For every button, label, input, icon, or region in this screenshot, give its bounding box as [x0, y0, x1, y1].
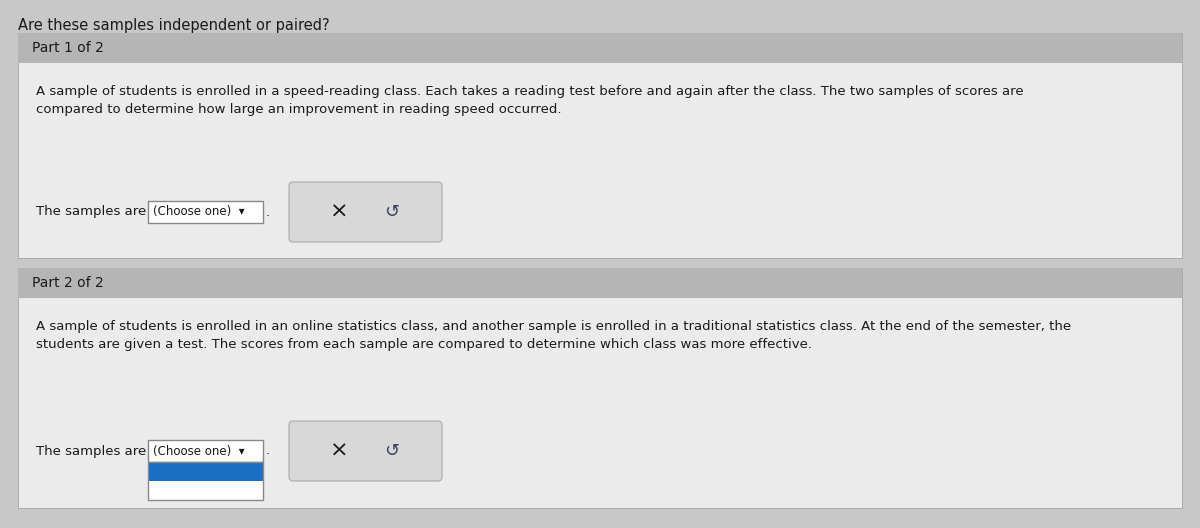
Bar	[18, 268, 1182, 508]
Bar	[18, 268, 1182, 298]
FancyBboxPatch shape	[289, 421, 442, 481]
Text: (Choose one)  ▾: (Choose one) ▾	[154, 445, 245, 457]
Text: ↺: ↺	[384, 203, 400, 221]
Text: A sample of students is enrolled in a speed-reading class. Each takes a reading : A sample of students is enrolled in a sp…	[36, 85, 1024, 98]
Text: compared to determine how large an improvement in reading speed occurred.: compared to determine how large an impro…	[36, 103, 562, 116]
FancyBboxPatch shape	[289, 182, 442, 242]
Text: ×: ×	[330, 441, 349, 461]
Text: Part 2 of 2: Part 2 of 2	[32, 276, 103, 290]
Text: The samples are: The samples are	[36, 205, 146, 219]
Text: Are these samples independent or paired?: Are these samples independent or paired?	[18, 18, 330, 33]
Bar	[148, 462, 263, 481]
Bar	[18, 33, 1182, 258]
Text: .: .	[266, 205, 270, 219]
Text: paired: paired	[154, 484, 191, 497]
Bar	[148, 201, 263, 223]
Text: A sample of students is enrolled in an online statistics class, and another samp: A sample of students is enrolled in an o…	[36, 320, 1072, 333]
Bar	[18, 33, 1182, 63]
Text: ×: ×	[330, 202, 349, 222]
Bar	[148, 440, 263, 462]
Text: (Choose one)  ▾: (Choose one) ▾	[154, 205, 245, 219]
Text: ↺: ↺	[384, 442, 400, 460]
Bar	[148, 481, 263, 500]
Bar	[148, 462, 263, 500]
Text: students are given a test. The scores from each sample are compared to determine: students are given a test. The scores fr…	[36, 338, 812, 351]
Text: independent: independent	[154, 465, 228, 478]
Text: Part 1 of 2: Part 1 of 2	[32, 41, 104, 55]
Text: .: .	[266, 445, 270, 457]
Text: The samples are: The samples are	[36, 445, 146, 457]
